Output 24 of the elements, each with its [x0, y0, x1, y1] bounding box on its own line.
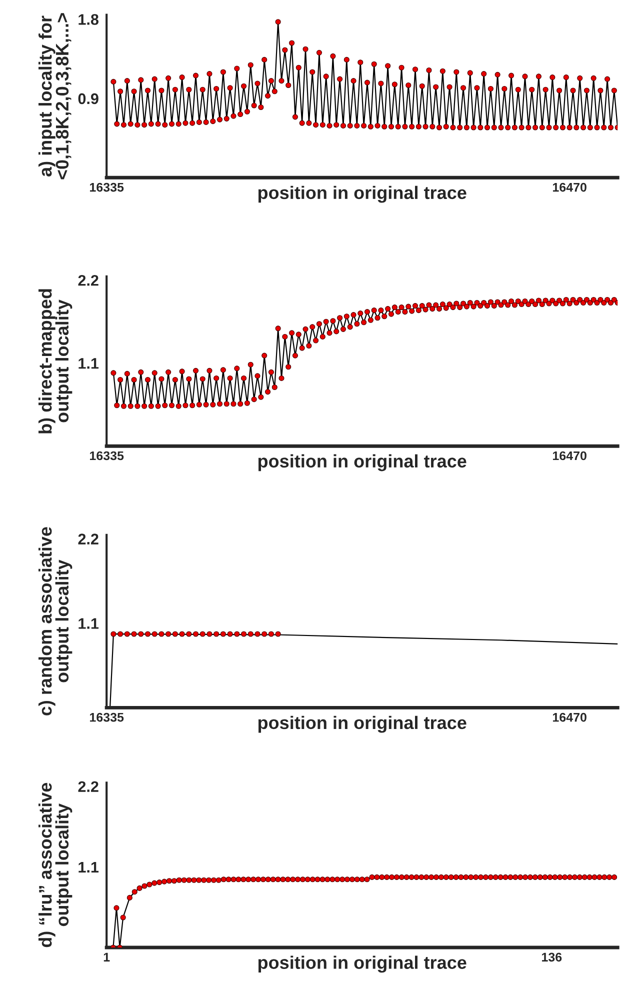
y-axis-title: d) “lru” associative output locality	[38, 782, 72, 948]
x-axis-title: position in original trace	[258, 716, 466, 733]
y-tick-label: 2.2	[78, 275, 98, 286]
y-axis-title: a) input locality for <0,1,8K,2,0,3,8K,...>	[38, 13, 72, 180]
x-tick-label: 16335	[90, 712, 124, 722]
x-tick-label: 16335	[90, 182, 124, 192]
x-tick-label: 16470	[552, 451, 586, 460]
x-tick-label: 16470	[552, 182, 586, 192]
y-tick-label: 1.1	[78, 862, 99, 872]
y-tick-label: 2.2	[78, 781, 98, 792]
y-tick-label: 2.2	[78, 534, 98, 544]
y-tick-label: 1.1	[78, 358, 99, 369]
y-tick-label: 1.1	[78, 618, 99, 629]
x-tick-label: 16470	[552, 712, 586, 722]
x-tick-label: 16335	[90, 451, 124, 460]
x-axis-title: position in original trace	[258, 454, 466, 472]
x-tick-label: 136	[542, 952, 562, 962]
y-tick-label: 1.8	[78, 14, 98, 25]
x-tick-label: 1	[104, 952, 110, 962]
y-axis-title: b) direct-mapped output locality	[38, 289, 72, 434]
x-axis-title: position in original trace	[258, 186, 466, 203]
y-axis-title: c) random associative output locality	[38, 527, 72, 716]
y-tick-label: 0.9	[78, 93, 98, 104]
x-axis-title: position in original trace	[258, 956, 466, 973]
